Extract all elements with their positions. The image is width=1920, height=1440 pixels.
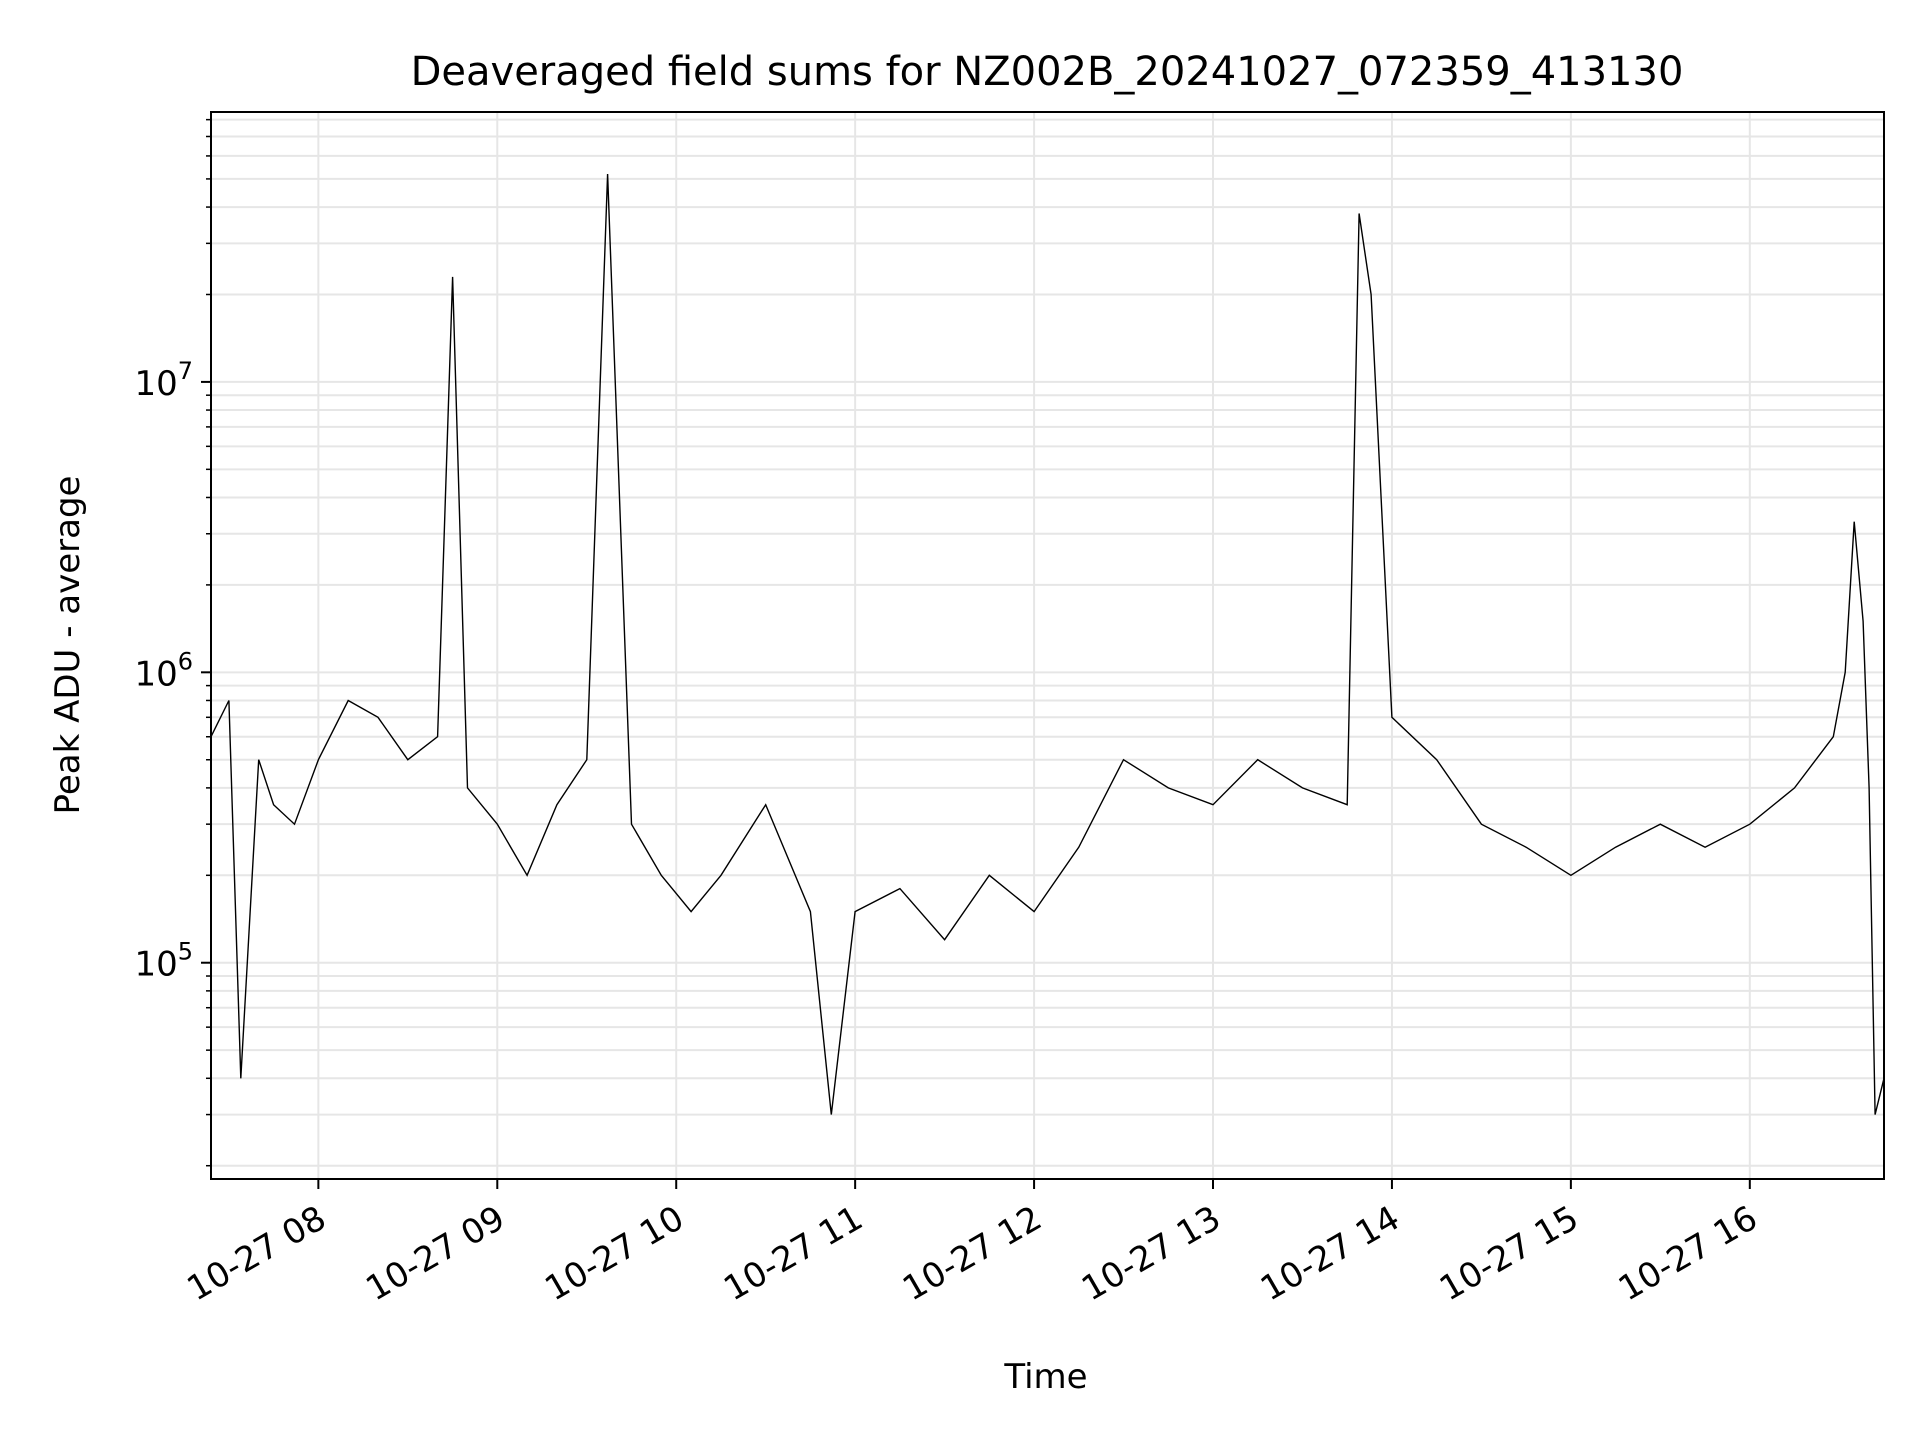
y-tick-label: 106 — [134, 647, 193, 694]
y-tick-label: 105 — [134, 938, 193, 985]
grid — [211, 112, 1884, 1179]
x-axis-label: Time — [1003, 1357, 1087, 1397]
plot-frame — [210, 111, 1885, 1180]
data-series-line — [210, 173, 1885, 1115]
y-tick-label: 107 — [134, 357, 193, 404]
y-axis-label: Peak ADU - average — [48, 476, 88, 815]
chart-title: Deaveraged field sums for NZ002B_2024102… — [411, 49, 1684, 95]
